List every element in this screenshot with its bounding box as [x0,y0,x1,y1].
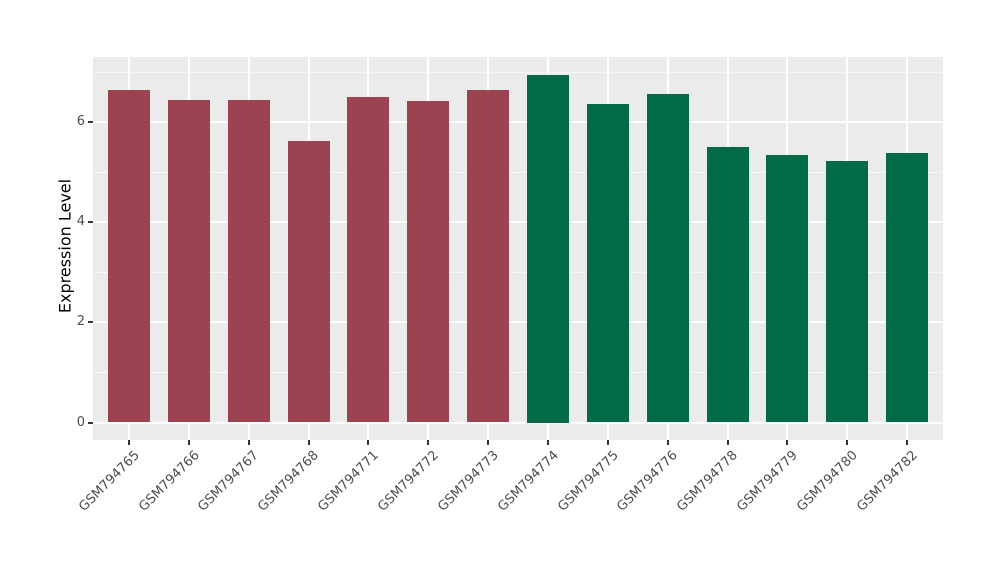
x-tick-mark [906,440,909,445]
x-tick-mark [247,440,250,445]
x-tick-label: GSM794773 [435,448,502,515]
x-tick-label: GSM794768 [255,448,323,515]
y-tick-mark [88,421,93,424]
gridline-major [93,221,943,224]
bar-GSM794768 [287,141,330,423]
x-tick-label: GSM794779 [734,448,802,515]
x-tick-label: GSM794774 [494,448,562,515]
x-tick-mark [666,440,669,445]
x-tick-mark [546,440,549,445]
x-tick-label: GSM794778 [674,448,742,515]
x-tick-mark [367,440,370,445]
x-tick-mark [786,440,789,445]
y-tick-label: 0 [76,414,85,430]
y-tick-label: 6 [76,114,85,130]
x-tick-label: GSM794776 [614,448,682,515]
x-tick-mark [487,440,490,445]
bar-GSM794771 [347,97,390,423]
bar-GSM794782 [886,153,929,423]
x-tick-mark [127,440,130,445]
x-tick-label: GSM794780 [794,448,861,515]
bar-GSM794772 [407,101,450,423]
bar-GSM794774 [526,74,569,423]
x-tick-label: GSM794775 [554,448,622,515]
bar-GSM794776 [646,93,689,423]
gridline-minor [93,371,943,373]
gridline-major [93,321,943,324]
x-tick-mark [187,440,190,445]
y-tick-mark [88,321,93,324]
plot-panel [93,57,943,440]
bar-GSM794765 [107,89,150,423]
y-tick-mark [88,121,93,124]
x-tick-mark [846,440,849,445]
y-axis-title: Expression Level [55,178,75,314]
bar-GSM794780 [826,161,869,423]
y-tick-mark [88,221,93,224]
bar-GSM794775 [586,103,629,423]
bar-GSM794767 [227,99,270,423]
x-tick-label: GSM794765 [75,448,143,515]
gridline-minor [93,171,943,173]
x-tick-label: GSM794772 [375,448,442,515]
y-tick-label: 4 [76,214,85,230]
gridline-minor [93,71,943,73]
x-tick-label: GSM794766 [135,448,203,515]
bar-GSM794773 [467,89,510,423]
x-tick-mark [606,440,609,445]
bar-GSM794766 [167,99,210,423]
x-tick-mark [307,440,310,445]
bar-GSM794779 [766,155,809,423]
gridline-major [93,421,943,424]
gridline-major [93,121,943,124]
x-tick-label: GSM794782 [854,448,921,515]
x-tick-mark [726,440,729,445]
x-tick-label: GSM794771 [315,448,383,515]
x-tick-label: GSM794767 [195,448,263,515]
x-tick-mark [427,440,430,445]
y-tick-label: 2 [76,314,85,330]
bar-GSM794778 [706,146,749,423]
gridline-minor [93,271,943,273]
